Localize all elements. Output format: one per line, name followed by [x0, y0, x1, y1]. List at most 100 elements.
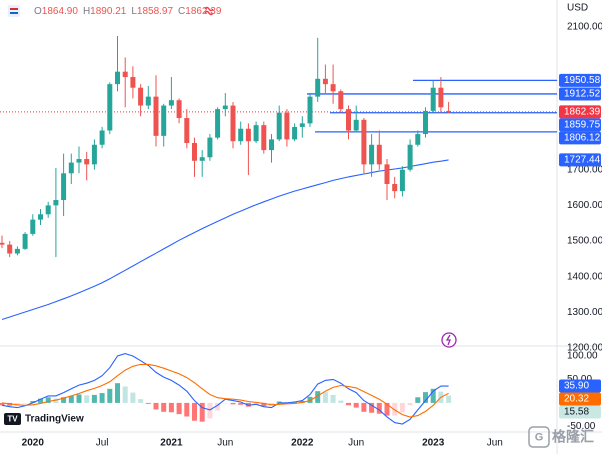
macd-histogram-bar [276, 401, 282, 403]
price-label: 35.90 [564, 381, 589, 392]
candle-body [261, 125, 267, 151]
macd-histogram-bar [145, 402, 151, 404]
candle-body [153, 96, 159, 136]
candle-body [161, 105, 167, 136]
candle-body [207, 137, 213, 158]
macd-histogram-bar [338, 400, 344, 403]
candle-body [99, 130, 105, 145]
x-tick-label: Jul [96, 438, 109, 449]
candle-body [369, 144, 375, 165]
macd-histogram-bar [446, 395, 452, 403]
candle-body [245, 128, 251, 142]
macd-histogram-bar [423, 392, 428, 403]
candle-body [14, 248, 20, 254]
macd-histogram-bar [361, 402, 367, 412]
macd-histogram-bar [99, 393, 105, 403]
candle-body [384, 164, 390, 184]
price-label: 1912.52 [564, 89, 601, 100]
macd-histogram-bar [68, 395, 74, 403]
candle-body [222, 105, 228, 110]
candle-body [353, 119, 359, 131]
logo-mark: TV [7, 415, 18, 424]
ohlc-value: 1858.97 [137, 6, 174, 17]
candle-body [192, 142, 197, 161]
price-label-box [559, 73, 601, 87]
moving-average-line [1, 159, 449, 321]
candle-body [430, 87, 436, 111]
price-label: 20.32 [564, 394, 589, 405]
ohlc-header: O1864.90 H1890.21 L1858.97 C1862.39 [34, 6, 222, 17]
macd-histogram-bar [153, 402, 159, 410]
candle-body [84, 159, 90, 165]
candle-body [53, 200, 59, 206]
price-label-box [559, 118, 601, 132]
price-label: 1806.12 [564, 132, 601, 143]
macd-histogram-bar [138, 399, 144, 403]
macd-histogram-bar [38, 398, 43, 403]
macd-histogram-bar [76, 394, 82, 403]
candle-body [107, 84, 113, 131]
candle-body [199, 157, 205, 161]
ohlc-value: 1862.39 [185, 6, 222, 17]
price-label-box [559, 131, 601, 145]
ohlc-key: C [178, 6, 185, 17]
candle-body [407, 144, 413, 170]
macd-histogram-bar [122, 386, 128, 403]
price-label-box [559, 379, 601, 393]
macd-histogram-bar [207, 402, 213, 419]
candle-body [399, 169, 405, 192]
macd-histogram-bar [61, 397, 67, 403]
y-tick-label: 1300.00 [567, 307, 602, 318]
macd-histogram-bar [353, 402, 359, 408]
candle-body [184, 118, 190, 143]
macd-histogram-bar [30, 401, 36, 403]
candle-body [238, 128, 244, 142]
candle-body [292, 126, 298, 140]
x-tick-label: 2023 [422, 438, 445, 449]
status-icon [204, 6, 214, 16]
candle-body [307, 96, 313, 124]
price-label-box [559, 105, 601, 119]
candle-body [276, 112, 282, 140]
candle-body [130, 77, 136, 88]
macd-histogram-bar [307, 396, 313, 403]
x-tick-label: 2020 [22, 438, 45, 449]
ohlc-value: 1890.21 [90, 6, 127, 17]
candle-body [315, 78, 321, 97]
candle-body [322, 78, 328, 85]
macd-histogram-bar [346, 402, 351, 406]
macd-histogram-bar [91, 394, 97, 403]
price-label: 1859.75 [564, 119, 601, 130]
y-tick-label: 1500.00 [567, 236, 602, 247]
x-tick-label: Jun [487, 438, 503, 449]
macd-histogram-bar [222, 402, 228, 404]
candle-body [330, 84, 336, 92]
candle-body [0, 242, 5, 245]
candle-body [376, 144, 382, 165]
macd-histogram-bar [399, 402, 405, 413]
macd-histogram-bar [0, 402, 5, 406]
macd-histogram-bar [115, 383, 120, 403]
candle-body [361, 119, 367, 165]
candle-body [115, 71, 120, 85]
candle-body [346, 109, 351, 131]
candle-body [30, 219, 36, 234]
candle-body [415, 134, 421, 145]
watermark: G 格隆汇 [528, 426, 594, 448]
macd-histogram-bar [192, 402, 197, 421]
candle-body [145, 96, 151, 106]
macd-histogram-bar [384, 402, 390, 416]
candle-body [61, 173, 67, 201]
alert-icon[interactable] [441, 332, 457, 348]
macd-histogram-bar [322, 392, 328, 403]
x-tick-label: 2022 [291, 438, 314, 449]
candle-body [392, 183, 398, 192]
y-tick-label: 1600.00 [567, 200, 602, 211]
macd-histogram-bar [184, 402, 190, 417]
price-axis-unit: USD [567, 3, 588, 14]
svg-text:G: G [535, 431, 544, 443]
signal-line [1, 363, 449, 418]
macd-histogram-bar [22, 402, 28, 404]
macd-histogram-bar [261, 402, 267, 407]
